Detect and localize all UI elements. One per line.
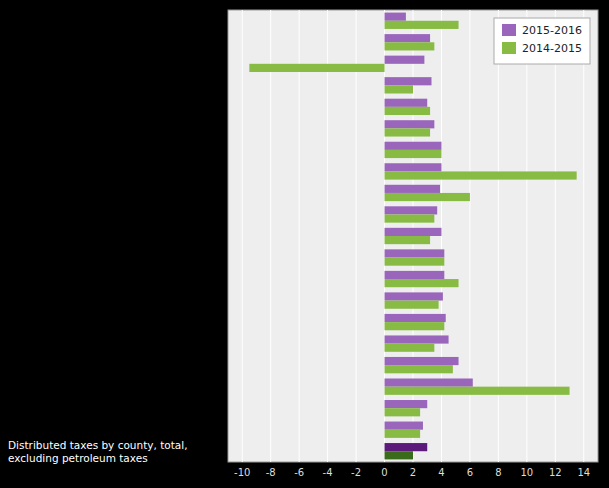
grid-line [327,10,328,462]
bar [385,422,423,430]
bar [385,13,406,21]
bar [385,185,441,193]
x-axis: -10 -8 -6 -4 -2 0 2 4 6 8 10 12 14 [234,467,590,478]
grid-line [242,10,243,462]
bar [249,64,384,72]
bar [385,107,431,115]
bar [385,258,445,266]
bar [385,236,431,244]
bar [385,451,413,459]
bar [385,99,428,107]
bar [385,408,421,416]
bar [385,301,439,309]
tick-label: -6 [294,467,304,478]
legend-swatch [502,42,516,54]
bar [385,193,470,201]
tick-label: -4 [323,467,333,478]
bar [385,163,442,171]
tick-label: 10 [520,467,533,478]
bar [385,335,449,343]
bar [385,271,445,279]
legend-label: 2015-2016 [522,24,582,37]
chart: -10 -8 -6 -4 -2 0 2 4 6 8 10 12 14 Distributed taxes … [0,0,609,488]
grid-line [299,10,300,462]
bar [385,430,421,438]
tick-label: -8 [266,467,276,478]
legend-box [494,18,590,64]
bar [385,120,435,128]
bar [385,56,425,64]
legend-label: 2014-2015 [522,42,582,55]
bar [385,21,459,29]
bar [385,249,445,257]
bar [385,443,428,451]
bar [385,378,473,386]
bar [385,400,428,408]
bar [385,365,453,373]
bar [385,77,432,85]
bar [385,34,431,42]
legend: 2015-2016 2014-2015 [494,18,590,64]
tick-label: 6 [467,467,473,478]
bars [249,13,576,460]
bar [385,322,445,330]
tick-label: 4 [438,467,444,478]
bar [385,228,442,236]
tick-label: 8 [495,467,501,478]
tick-label: -2 [351,467,361,478]
tick-label: 12 [549,467,562,478]
bar [385,85,413,93]
bar [385,344,435,352]
bar [385,128,431,136]
plot-area [228,10,598,462]
bar [385,387,570,395]
bar [385,42,435,50]
bar [385,150,442,158]
bar [385,279,459,287]
background [0,0,609,488]
tick-label: -10 [234,467,250,478]
grid-line [270,10,271,462]
tick-label: 14 [577,467,590,478]
tick-label: 2 [410,467,416,478]
legend-swatch [502,24,516,36]
bar [385,171,577,179]
grid-line [356,10,357,462]
bar [385,214,435,222]
bar [385,292,443,300]
grid-line [583,10,584,462]
grid [242,10,584,462]
category-label: Distributed taxes by county, total,exclu… [8,439,188,464]
bar [385,206,438,214]
tick-label: 0 [381,467,387,478]
bar [385,357,459,365]
bar [385,314,446,322]
bar [385,142,442,150]
